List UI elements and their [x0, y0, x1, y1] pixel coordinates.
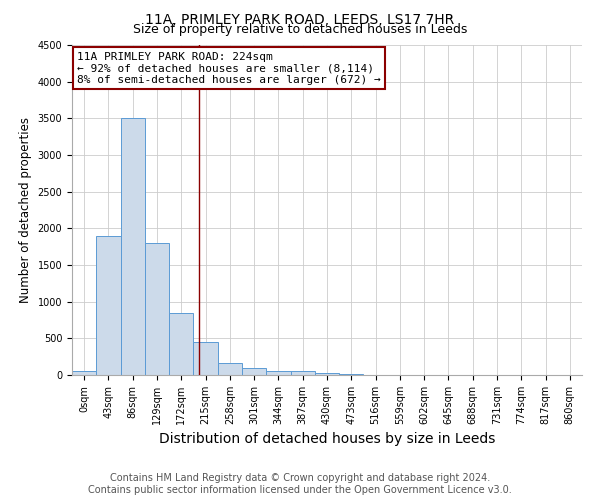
Text: Contains HM Land Registry data © Crown copyright and database right 2024.
Contai: Contains HM Land Registry data © Crown c… [88, 474, 512, 495]
Bar [145, 243, 169, 375]
Text: 11A, PRIMLEY PARK ROAD, LEEDS, LS17 7HR: 11A, PRIMLEY PARK ROAD, LEEDS, LS17 7HR [145, 12, 455, 26]
Bar [193, 342, 218, 375]
Bar [290, 372, 315, 375]
Y-axis label: Number of detached properties: Number of detached properties [19, 117, 32, 303]
Bar [218, 364, 242, 375]
X-axis label: Distribution of detached houses by size in Leeds: Distribution of detached houses by size … [159, 432, 495, 446]
Bar [339, 374, 364, 375]
Bar [121, 118, 145, 375]
Text: 11A PRIMLEY PARK ROAD: 224sqm
← 92% of detached houses are smaller (8,114)
8% of: 11A PRIMLEY PARK ROAD: 224sqm ← 92% of d… [77, 52, 381, 85]
Text: Size of property relative to detached houses in Leeds: Size of property relative to detached ho… [133, 22, 467, 36]
Bar [266, 370, 290, 375]
Bar [315, 373, 339, 375]
Bar [242, 368, 266, 375]
Bar [72, 372, 96, 375]
Bar [96, 236, 121, 375]
Bar [169, 312, 193, 375]
